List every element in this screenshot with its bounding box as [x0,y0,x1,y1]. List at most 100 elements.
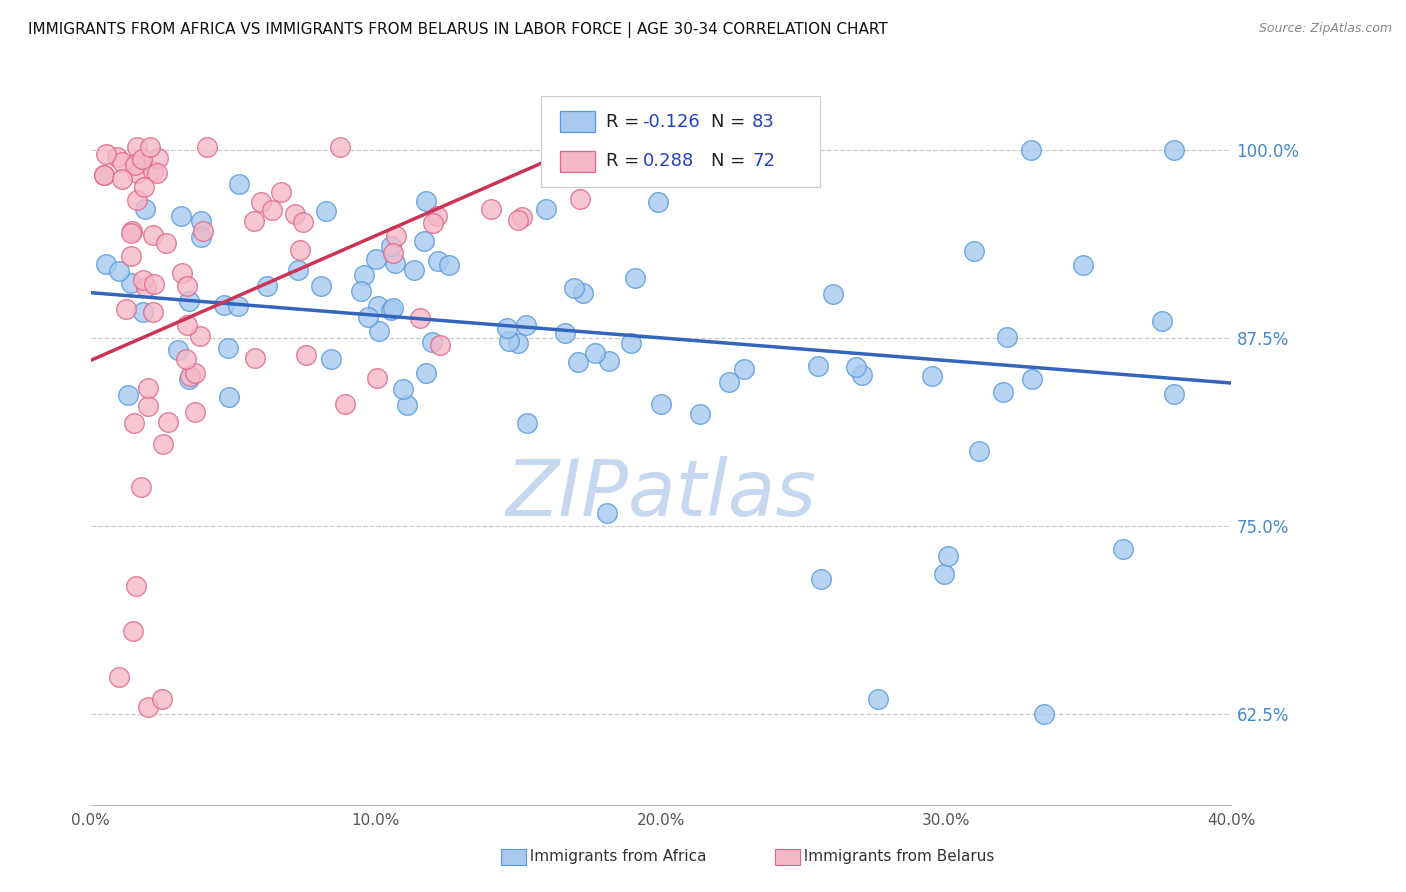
Point [367,299,389,313]
Point [936,549,959,564]
Text: 0.288: 0.288 [643,153,693,170]
Text: -0.126: -0.126 [643,112,700,130]
Point [1150,314,1173,328]
Point [115,301,138,316]
Point [572,286,595,301]
Point [309,278,332,293]
Point [217,342,239,356]
Point [845,359,868,374]
Point [963,244,986,258]
Point [190,230,212,244]
Point [385,228,408,243]
Text: R =: R = [606,112,645,130]
Point [120,276,142,290]
Point [243,214,266,228]
Point [170,266,193,280]
Point [1163,143,1185,157]
Point [287,263,309,277]
Point [94,146,117,161]
Point [380,302,402,317]
Point [93,168,115,182]
Point [124,158,146,172]
Text: N =: N = [711,112,751,130]
Point [508,213,530,227]
Point [366,252,388,266]
Point [498,334,520,348]
Point [991,385,1014,400]
Point [921,369,943,384]
Point [290,244,312,258]
Point [134,180,156,194]
Point [353,268,375,282]
Point [179,368,201,383]
Point [294,348,316,362]
Point [384,256,406,270]
Point [146,151,169,165]
Point [321,352,343,367]
Text: N =: N = [711,153,751,170]
Point [995,330,1018,344]
Point [143,277,166,292]
Point [120,226,142,240]
Point [562,281,585,295]
Point [243,351,266,366]
Point [177,371,200,385]
Point [515,318,537,333]
Point [415,194,437,209]
Point [120,250,142,264]
Point [357,310,380,325]
Point [155,235,177,250]
Point [122,417,145,431]
Point [1071,258,1094,272]
Point [1021,372,1043,386]
Point [350,284,373,298]
Point [851,368,873,382]
Point [284,207,307,221]
Point [94,257,117,271]
Point [125,155,148,169]
Point [807,359,830,374]
Point [135,279,157,293]
Point [132,305,155,319]
Point [131,273,153,287]
Point [108,670,131,684]
Point [228,177,250,191]
Point [821,286,844,301]
Point [1163,386,1185,401]
Point [291,215,314,229]
Point [188,328,211,343]
Point [93,169,115,183]
Point [131,152,153,166]
Point [122,624,145,639]
Point [256,279,278,293]
Point [190,214,212,228]
Point [218,390,240,404]
Point [127,166,149,180]
Point [176,318,198,332]
Point [142,305,165,319]
Point [335,397,357,411]
Point [184,405,207,419]
Point [125,193,148,207]
Point [810,572,832,586]
Point [650,167,672,181]
Point [381,301,404,315]
Point [717,375,740,389]
Point [420,334,443,349]
Point [868,692,890,706]
Point [381,246,404,260]
Point [212,298,235,312]
Text: Source: ZipAtlas.com: Source: ZipAtlas.com [1258,22,1392,36]
Point [127,140,149,154]
Point [195,139,218,153]
Point [136,399,159,413]
Point [366,371,388,385]
Point [150,692,173,706]
Point [117,388,139,402]
Point [427,253,450,268]
Text: ZIPatlas: ZIPatlas [505,456,817,532]
Point [157,415,180,429]
Point [583,345,606,359]
Point [534,202,557,217]
Point [142,164,165,178]
